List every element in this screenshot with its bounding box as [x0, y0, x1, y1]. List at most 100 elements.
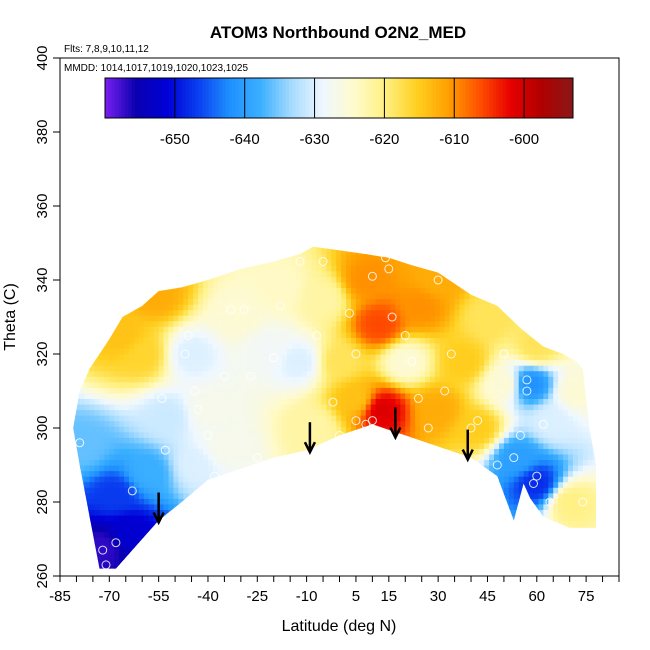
heatmap-cell: [74, 398, 81, 405]
heatmap-cell: [415, 520, 421, 527]
heatmap-cell: [163, 526, 170, 533]
heatmap-cell: [444, 492, 451, 499]
heatmap-cell: [454, 531, 461, 538]
heatmap-cell: [65, 443, 71, 449]
heatmap-cell: [217, 437, 224, 444]
heatmap-cell: [380, 442, 387, 449]
heatmap-cell: [227, 270, 234, 277]
heatmap-cell: [336, 514, 342, 522]
heatmap-cell: [143, 509, 150, 516]
heatmap-cell: [281, 276, 288, 283]
heatmap-cell: [138, 403, 145, 411]
heatmap-cell: [217, 331, 224, 338]
heatmap-cell: [439, 248, 446, 255]
heatmap-cell: [316, 237, 322, 243]
heatmap-cell: [296, 276, 303, 283]
heatmap-cell: [247, 259, 253, 266]
heatmap-cell: [133, 381, 140, 388]
heatmap-cell: [109, 476, 115, 483]
heatmap-cell: [109, 465, 115, 472]
heatmap-cell: [439, 553, 446, 560]
heatmap-cell: [370, 309, 377, 316]
heatmap-cell: [74, 254, 81, 261]
heatmap-cell: [301, 381, 308, 388]
heatmap-cell: [143, 476, 150, 483]
heatmap-cell: [193, 470, 199, 477]
heatmap-cell: [84, 465, 91, 472]
heatmap-cell: [74, 559, 81, 566]
heatmap-cell: [222, 437, 229, 444]
heatmap-cell: [168, 498, 175, 505]
heatmap-cell: [331, 520, 337, 527]
heatmap-cell: [341, 403, 347, 411]
heatmap-cell: [321, 542, 327, 549]
heatmap-cell: [365, 542, 372, 549]
heatmap-cell: [429, 553, 436, 560]
heatmap-cell: [281, 415, 288, 422]
heatmap-cell: [153, 476, 160, 483]
heatmap-cell: [380, 542, 387, 549]
heatmap-cell: [277, 359, 283, 366]
heatmap-cell: [311, 398, 318, 405]
heatmap-cell: [281, 481, 288, 488]
heatmap-cell: [188, 392, 194, 399]
heatmap-cell: [351, 326, 357, 333]
heatmap-cell: [79, 426, 86, 433]
heatmap-cell: [129, 481, 135, 488]
heatmap-cell: [272, 292, 278, 300]
heatmap-cell: [217, 298, 224, 305]
heatmap-cell: [415, 292, 421, 300]
heatmap-cell: [79, 537, 86, 544]
heatmap-cell: [385, 287, 392, 294]
heatmap-cell: [400, 553, 406, 560]
heatmap-cell: [65, 310, 71, 316]
heatmap-cell: [198, 426, 204, 433]
heatmap-cell: [311, 409, 318, 416]
heatmap-cell: [267, 298, 273, 305]
heatmap-cell: [331, 287, 337, 294]
heatmap-cell: [365, 476, 372, 483]
heatmap-cell: [73, 392, 76, 399]
heatmap-cell: [424, 281, 431, 288]
heatmap-cell: [109, 320, 115, 327]
heatmap-cell: [365, 320, 372, 327]
heatmap-cell: [321, 370, 327, 377]
heatmap-cell: [390, 465, 396, 472]
heatmap-cell: [217, 431, 224, 438]
heatmap-cell: [227, 409, 234, 416]
heatmap-cell: [400, 287, 406, 294]
heatmap-cell: [109, 292, 115, 300]
heatmap-cell: [168, 420, 175, 427]
heatmap-cell: [198, 359, 204, 366]
heatmap-cell: [84, 304, 91, 311]
heatmap-cell: [281, 398, 288, 405]
heatmap-cell: [360, 559, 367, 566]
heatmap-cell: [395, 309, 401, 316]
heatmap-cell: [424, 287, 431, 294]
heatmap-cell: [365, 470, 372, 477]
heatmap-cell: [321, 487, 327, 494]
heatmap-cell: [79, 420, 86, 427]
heatmap-cell: [360, 287, 367, 294]
heatmap-cell: [375, 470, 382, 477]
heatmap-cell: [193, 531, 199, 538]
heatmap-cell: [242, 398, 249, 405]
heatmap-cell: [124, 287, 130, 294]
heatmap-cell: [203, 509, 209, 516]
heatmap-cell: [207, 403, 214, 411]
heatmap-cell: [331, 498, 337, 505]
heatmap-cell: [168, 365, 175, 372]
heatmap-cell: [94, 498, 101, 505]
heatmap-cell: [301, 265, 308, 272]
heatmap-cell: [178, 476, 184, 483]
heatmap-cell: [143, 309, 150, 316]
heatmap-cell: [133, 503, 140, 510]
heatmap-cell: [346, 259, 352, 266]
heatmap-cell: [158, 431, 165, 438]
heatmap-cell: [415, 426, 421, 433]
heatmap-cell: [286, 292, 293, 300]
heatmap-cell: [301, 492, 308, 499]
heatmap-cell: [84, 437, 91, 444]
heatmap-cell: [109, 487, 115, 494]
heatmap-cell: [420, 248, 426, 255]
